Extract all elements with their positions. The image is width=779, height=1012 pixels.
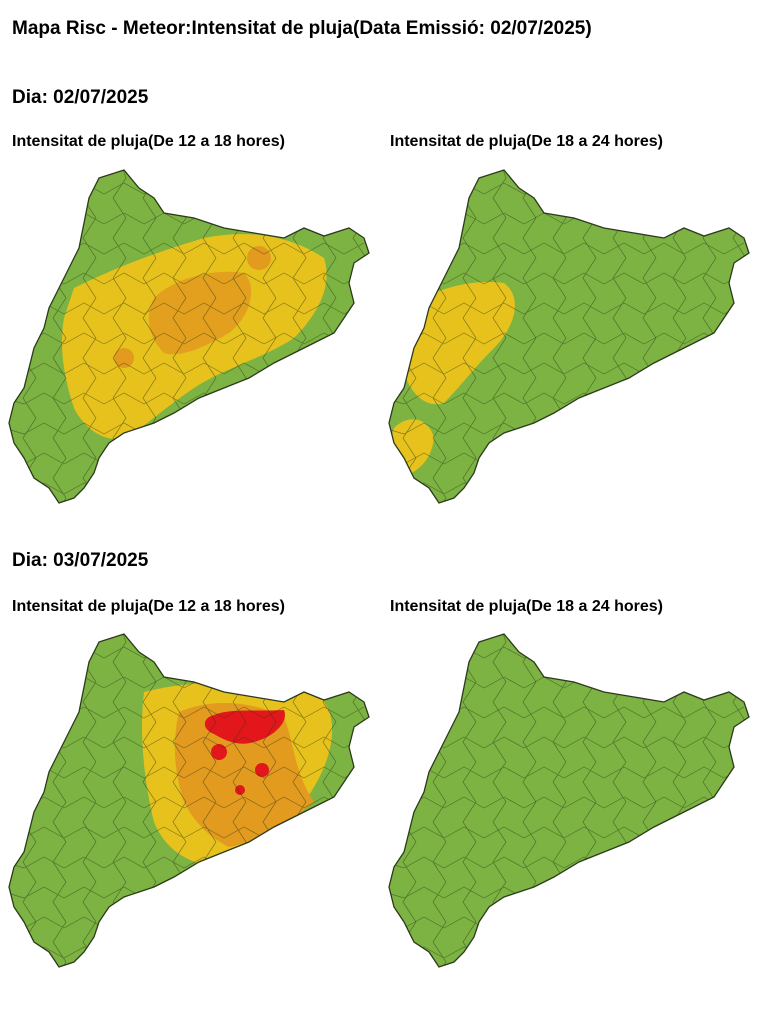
risk-red-area: [211, 744, 227, 760]
day-heading-1: Dia: 02/07/2025: [12, 87, 149, 108]
risk-orange-area: [114, 348, 134, 368]
risk-red-area: [255, 763, 269, 777]
day-heading-2: Dia: 03/07/2025: [12, 550, 149, 571]
map-d1-12-18: [4, 158, 374, 528]
risk-red-area: [204, 710, 285, 744]
map-caption-d1-12-18: Intensitat de pluja(De 12 a 18 hores): [12, 133, 285, 150]
map-caption-d2-12-18: Intensitat de pluja(De 12 a 18 hores): [12, 598, 285, 615]
map-d2-12-18: [4, 622, 374, 992]
page-title: Mapa Risc - Meteor:Intensitat de pluja(D…: [12, 18, 592, 39]
catalonia-base: [389, 634, 749, 967]
map-caption-d2-18-24: Intensitat de pluja(De 18 a 24 hores): [390, 598, 663, 615]
catalonia-base: [389, 170, 749, 503]
map-caption-d1-18-24: Intensitat de pluja(De 18 a 24 hores): [390, 133, 663, 150]
risk-orange-area: [247, 246, 271, 270]
map-d2-18-24: [384, 622, 754, 992]
risk-orange-area: [148, 271, 252, 355]
risk-red-area: [235, 785, 245, 795]
map-d1-18-24: [384, 158, 754, 528]
risk-orange-area: [174, 702, 314, 847]
